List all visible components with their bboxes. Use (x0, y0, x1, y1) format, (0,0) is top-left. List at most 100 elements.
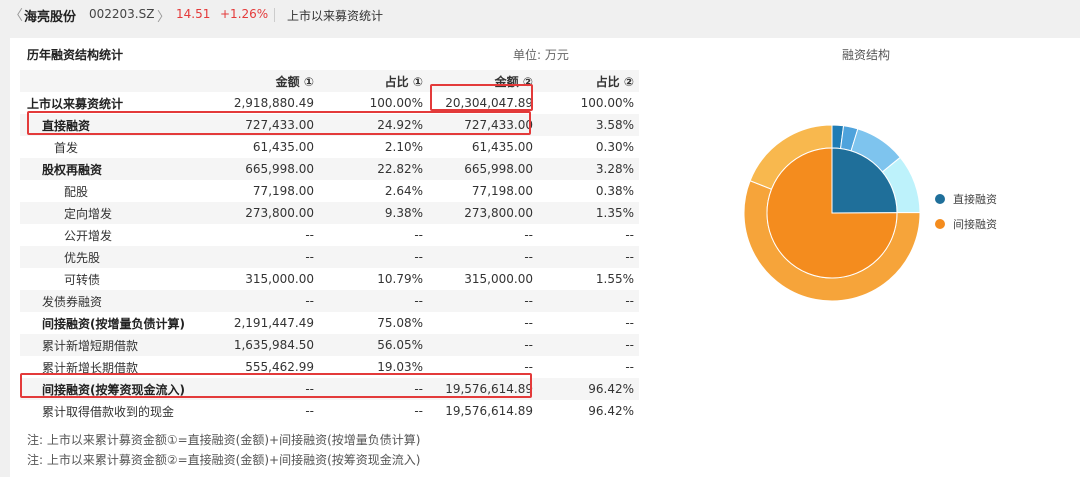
cell-value: -- (625, 360, 634, 374)
content-panel: 历年融资结构统计 单位: 万元 融资结构 金额 ① 占比 ① 金额 ② 占比 ②… (10, 38, 1080, 477)
cell-value: 19,576,614.89 (428, 378, 538, 400)
cell-value: -- (305, 228, 314, 242)
table-row: 上市以来募资统计 2,918,880.49 100.00% 20,304,047.89… (20, 92, 639, 114)
cell-value: 1,635,984.50 (210, 334, 319, 356)
row-label: 配股 (64, 184, 89, 199)
pie-chart-title: 融资结构 (842, 48, 891, 62)
cell-value: 555,462.99 (245, 360, 314, 374)
forward-chevron-icon[interactable]: 〉 (157, 10, 171, 25)
table-row: 累计新增长期借款 555,462.99 19.03% -- -- (20, 356, 639, 378)
row-label: 可转债 (64, 272, 101, 287)
footnotes: 注: 上市以来累计募资金额①=直接融资(金额)+间接融资(按增量负债计算) 注:… (27, 430, 420, 470)
cell-value: 61,435.00 (252, 140, 314, 154)
inner-pie-slice[interactable] (831, 147, 898, 214)
cell-value: -- (319, 246, 428, 268)
column-header[interactable]: 金额 ② (428, 70, 538, 92)
cell-value: -- (538, 290, 639, 312)
column-header[interactable]: 占比 ② (538, 70, 639, 92)
top-bar: 〈 海亮股份 002203.SZ 〉 14.51 +1.26% 上市以来募资统计 (0, 0, 1080, 30)
cell-value: 727,433.00 (210, 114, 319, 136)
page-title: 上市以来募资统计 (287, 9, 384, 23)
cell-value: 100.00% (580, 96, 634, 110)
cell-value: -- (210, 378, 319, 400)
cell-value: -- (524, 228, 533, 242)
cell-value: 727,433.00 (428, 114, 538, 136)
table-row: 定向增发 273,800.00 9.38% 273,800.00 1.35% (20, 202, 639, 224)
cell-value: -- (538, 246, 639, 268)
table-row: 直接融资 727,433.00 24.92% 727,433.00 3.58% (20, 114, 639, 136)
legend-label: 间接融资 (953, 217, 997, 231)
cell-value: 3.58% (538, 114, 639, 136)
cell-value: -- (210, 246, 319, 268)
row-label: 发债券融资 (20, 290, 210, 312)
inner-pie-slice[interactable] (766, 147, 898, 279)
cell-value: 2.10% (384, 140, 423, 154)
cell-value: 100.00% (369, 96, 423, 110)
cell-value: -- (210, 290, 319, 312)
stock-name[interactable]: 海亮股份 (24, 10, 77, 25)
legend-item-direct[interactable]: 直接融资 (935, 186, 997, 211)
cell-value: 19.03% (377, 360, 423, 374)
cell-value: 315,000.00 (245, 272, 314, 286)
row-label: 上市以来募资统计 (27, 96, 124, 111)
legend-label: 直接融资 (953, 192, 997, 206)
table-row: 间接融资(按增量负债计算) 2,191,447.49 75.08% -- -- (20, 312, 639, 334)
row-label: 间接融资(按增量负债计算) (42, 316, 185, 331)
cell-value: 19,576,614.89 (445, 404, 533, 418)
cell-value: -- (625, 228, 634, 242)
legend-dot-icon (935, 218, 945, 229)
cell-value: -- (319, 378, 428, 400)
cell-value: 61,435.00 (471, 140, 533, 154)
financing-structure-pie-chart[interactable] (737, 118, 927, 308)
cell-value: -- (414, 404, 423, 418)
cell-value: 315,000.00 (464, 272, 533, 286)
table-row: 配股 77,198.00 2.64% 77,198.00 0.38% (20, 180, 639, 202)
table-row: 股权再融资 665,998.00 22.82% 665,998.00 3.28% (20, 158, 639, 180)
column-header[interactable]: 占比 ① (319, 70, 428, 92)
cell-value: 665,998.00 (428, 158, 538, 180)
financing-table: 金额 ① 占比 ① 金额 ② 占比 ② 上市以来募资统计 2,918,880.49… (20, 70, 639, 422)
column-header (20, 70, 210, 92)
chart-legend: 直接融资 间接融资 (935, 186, 997, 236)
cell-value: 2,191,447.49 (233, 316, 314, 330)
cell-value: 75.08% (377, 316, 423, 330)
table-row: 累计取得借款收到的现金 -- -- 19,576,614.89 96.42% (20, 400, 639, 422)
column-header[interactable]: 金额 ① (210, 70, 319, 92)
cell-value: 9.38% (319, 202, 428, 224)
cell-value: 1.55% (595, 272, 634, 286)
cell-value: -- (538, 334, 639, 356)
cell-value: -- (305, 404, 314, 418)
legend-item-indirect[interactable]: 间接融资 (935, 211, 997, 236)
row-label: 首发 (54, 140, 79, 155)
cell-value: -- (414, 228, 423, 242)
row-label: 累计新增长期借款 (42, 360, 139, 375)
footnote: 注: 上市以来累计募资金额②=直接融资(金额)+间接融资(按筹资现金流入) (27, 453, 421, 467)
row-label: 间接融资(按筹资现金流入) (20, 378, 210, 400)
cell-value: -- (625, 316, 634, 330)
legend-dot-icon (935, 193, 945, 204)
row-label: 公开增发 (64, 228, 113, 243)
table-row: 发债券融资 -- -- -- -- (20, 290, 639, 312)
table-row: 公开增发 -- -- -- -- (20, 224, 639, 246)
stock-code: 002203.SZ (89, 7, 155, 21)
row-label: 优先股 (20, 246, 210, 268)
cell-value: 56.05% (319, 334, 428, 356)
cell-value: 3.28% (538, 158, 639, 180)
cell-value: 20,304,047.89 (445, 96, 533, 110)
table-header-row: 金额 ① 占比 ① 金额 ② 占比 ② (20, 70, 639, 92)
row-label: 定向增发 (20, 202, 210, 224)
cell-value: 96.42% (538, 378, 639, 400)
cell-value: 273,800.00 (428, 202, 538, 224)
cell-value: 665,998.00 (210, 158, 319, 180)
cell-value: 1.35% (538, 202, 639, 224)
cell-value: 77,198.00 (471, 184, 533, 198)
cell-value: 2.64% (384, 184, 423, 198)
cell-value: 10.79% (377, 272, 423, 286)
cell-value: 0.38% (595, 184, 634, 198)
cell-value: -- (524, 316, 533, 330)
back-chevron-icon[interactable]: 〈 (9, 8, 23, 24)
table-row: 累计新增短期借款 1,635,984.50 56.05% -- -- (20, 334, 639, 356)
stock-change: +1.26% (220, 7, 269, 21)
footnote: 注: 上市以来累计募资金额①=直接融资(金额)+间接融资(按增量负债计算) (27, 433, 421, 447)
cell-value: -- (428, 246, 538, 268)
